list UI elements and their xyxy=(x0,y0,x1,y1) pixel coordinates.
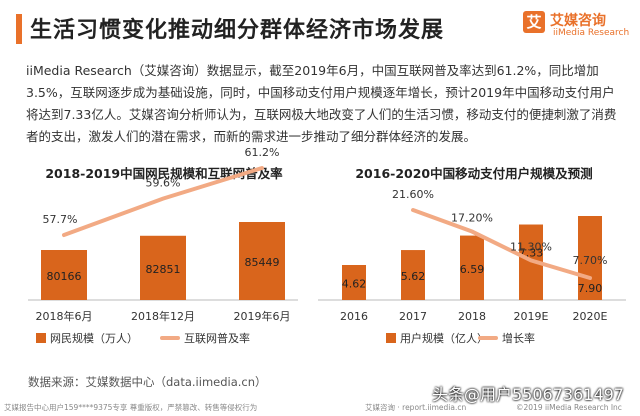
bar-value-label: 82851 xyxy=(146,263,181,276)
bar-value-label: 7.90 xyxy=(578,282,603,295)
x-tick-label: 2018年12月 xyxy=(131,309,195,323)
line-value-label: 21.60% xyxy=(392,188,434,201)
x-tick-label: 2017 xyxy=(399,310,427,323)
bar-value-label: 4.62 xyxy=(342,278,367,291)
bar xyxy=(140,235,186,300)
line-series xyxy=(411,208,592,280)
bar xyxy=(460,235,484,300)
source-note: 数据来源：艾媒数据中心（data.iimedia.cn） xyxy=(28,375,267,389)
bar-value-label: 6.59 xyxy=(460,263,485,276)
bar xyxy=(239,222,285,300)
footer-left: 艾媒报告中心用户159****9375专享 尊重版权，严禁篡改、转售等侵权行为 xyxy=(4,403,258,412)
line-value-label: 11.30% xyxy=(510,240,552,253)
title-accent-bar xyxy=(16,14,22,44)
x-tick-label: 2019E xyxy=(514,310,549,323)
bar xyxy=(578,216,602,300)
chart-title: 2018-2019中国网民规模和互联网普及率 xyxy=(45,166,283,181)
bar xyxy=(401,250,425,300)
legend-line-label: 互联网普及率 xyxy=(184,331,250,345)
x-tick-label: 2018 xyxy=(458,310,486,323)
logo-cn-text: 艾媒咨询 xyxy=(550,13,606,29)
intro-paragraph: iiMedia Research（艾媒咨询）数据显示，截至2019年6月，中国互… xyxy=(26,63,617,144)
legend-bar-swatch xyxy=(36,333,46,343)
logo-en-text: iiMedia Research xyxy=(553,28,630,38)
legend-bar-swatch xyxy=(386,333,396,343)
chart-title: 2016-2020中国移动支付用户规模及预测 xyxy=(355,166,592,181)
watermark: 头条@用户55067361497 xyxy=(432,385,624,404)
footer-site: 艾媒咨询 · report.iimedia.cn xyxy=(365,403,467,412)
line-value-label: 17.20% xyxy=(451,212,493,225)
line-value-label: 61.2% xyxy=(245,146,280,159)
legend-line-label: 增长率 xyxy=(502,331,535,345)
bar-value-label: 85449 xyxy=(245,256,280,269)
page-title: 生活习惯变化推动细分群体经济市场发展 xyxy=(30,18,445,43)
legend-bar-label: 网民规模（万人） xyxy=(50,331,138,345)
line-value-label: 7.70% xyxy=(573,254,608,267)
x-tick-label: 2018年6月 xyxy=(36,309,93,323)
line-value-label: 59.6% xyxy=(146,177,181,190)
bar-value-label: 80166 xyxy=(47,270,82,283)
bar xyxy=(342,265,366,300)
line-series xyxy=(62,166,264,237)
line-value-label: 57.7% xyxy=(43,213,78,226)
x-tick-label: 2016 xyxy=(340,310,368,323)
footer-right: ©2019 iiMedia Research Inc xyxy=(516,403,622,412)
x-tick-label: 2019年6月 xyxy=(234,309,291,323)
footer: 艾媒报告中心用户159****9375专享 尊重版权，严禁篡改、转售等侵权行为 … xyxy=(0,400,640,416)
iimedia-logo-icon: 艾 xyxy=(523,11,545,33)
bar xyxy=(41,250,87,300)
legend-bar-label: 用户规模（亿人） xyxy=(400,331,488,345)
x-tick-label: 2020E xyxy=(573,310,608,323)
bar-value-label: 5.62 xyxy=(401,270,426,283)
